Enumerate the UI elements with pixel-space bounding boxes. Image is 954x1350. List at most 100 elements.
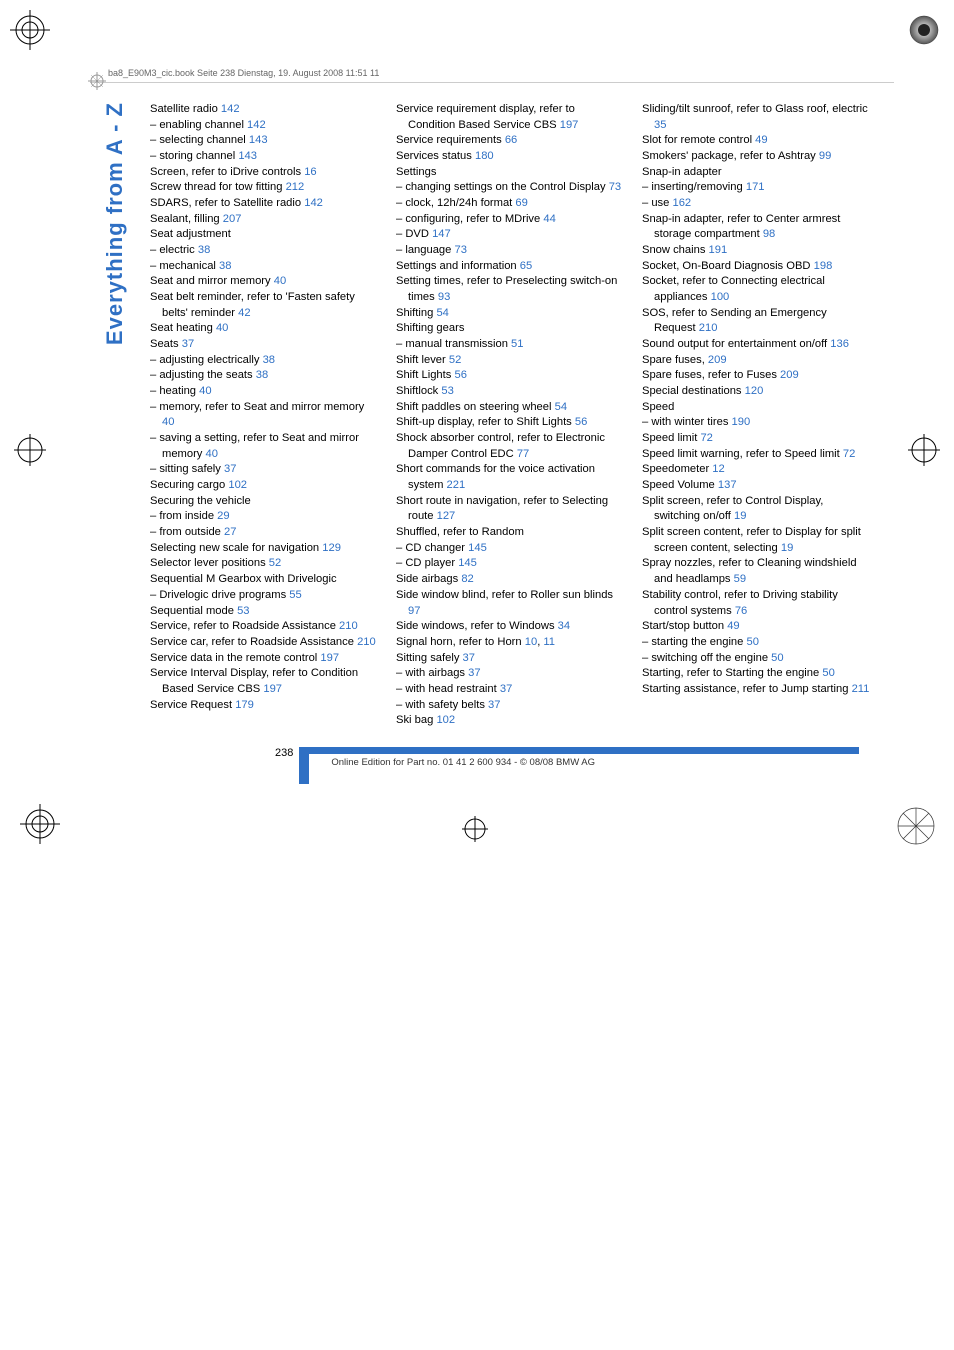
page-link[interactable]: 143 [238,150,257,162]
page-link[interactable]: 102 [228,479,247,491]
page-link[interactable]: 37 [500,683,512,695]
page-link[interactable]: 40 [199,385,211,397]
page-link[interactable]: 52 [449,354,461,366]
page-link[interactable]: 180 [475,150,494,162]
page-link[interactable]: 38 [256,369,268,381]
page-link[interactable]: 162 [672,197,691,209]
page-link[interactable]: 37 [468,667,480,679]
page-link[interactable]: 197 [263,683,282,695]
page-link[interactable]: 37 [182,338,194,350]
page-link[interactable]: 210 [339,620,358,632]
page-link[interactable]: 207 [223,213,242,225]
page-link[interactable]: 49 [755,134,767,146]
page-link[interactable]: 190 [732,416,751,428]
page-link[interactable]: 19 [781,542,793,554]
page-link[interactable]: 73 [609,181,621,193]
page-link[interactable]: 142 [304,197,323,209]
page-link[interactable]: 145 [458,557,477,569]
page-link[interactable]: 27 [224,526,236,538]
index-entry-text: Sealant, filling [150,213,223,225]
page-link[interactable]: 129 [322,542,341,554]
page-link[interactable]: 93 [438,291,450,303]
page-link[interactable]: 55 [289,589,301,601]
page-link[interactable]: 210 [357,636,376,648]
page-link[interactable]: 51 [511,338,523,350]
page-link[interactable]: 198 [814,260,833,272]
page-link[interactable]: 35 [654,119,666,131]
page-link[interactable]: 56 [575,416,587,428]
page-link[interactable]: 77 [517,448,529,460]
page-link[interactable]: 37 [463,652,475,664]
index-entry: – with airbags 37 [396,666,624,682]
page-link[interactable]: 171 [746,181,765,193]
page-link[interactable]: 19 [734,510,746,522]
page-link[interactable]: 56 [454,369,466,381]
page-link[interactable]: 49 [727,620,739,632]
page-link[interactable]: 42 [238,307,250,319]
page-link[interactable]: 50 [771,652,783,664]
page-link[interactable]: 76 [735,605,747,617]
page-link[interactable]: 37 [224,463,236,475]
page-link[interactable]: 37 [488,699,500,711]
page-link[interactable]: 97 [408,605,420,617]
page-link[interactable]: 210 [699,322,718,334]
page-link[interactable]: 179 [235,699,254,711]
page-link[interactable]: 66 [505,134,517,146]
page-link[interactable]: 98 [763,228,775,240]
page-link[interactable]: 120 [745,385,764,397]
page-link[interactable]: 59 [734,573,746,585]
page-link[interactable]: 221 [447,479,466,491]
page-link[interactable]: 102 [436,714,455,726]
page-link[interactable]: 137 [718,479,737,491]
page-link[interactable]: 34 [558,620,570,632]
page-link[interactable]: 209 [780,369,799,381]
page-link[interactable]: 16 [304,166,316,178]
index-entry: – changing settings on the Control Displ… [396,180,624,196]
index-entry-text: Service data in the remote control [150,652,320,664]
page-link[interactable]: 72 [843,448,855,460]
page-link[interactable]: 136 [830,338,849,350]
page-link[interactable]: 40 [274,275,286,287]
page-link[interactable]: 143 [249,134,268,146]
index-entry: Side window blind, refer to Roller sun b… [396,588,624,619]
page-link[interactable]: 40 [216,322,228,334]
page-link[interactable]: 12 [712,463,724,475]
page-link[interactable]: 50 [822,667,834,679]
page-link[interactable]: 54 [436,307,448,319]
page-link[interactable]: 38 [219,260,231,272]
page-link[interactable]: 145 [468,542,487,554]
page-link[interactable]: 197 [320,652,339,664]
page-link[interactable]: 212 [286,181,305,193]
page-link[interactable]: 54 [555,401,567,413]
page-link[interactable]: 100 [711,291,730,303]
page-link[interactable]: 82 [461,573,473,585]
page-link[interactable]: 38 [198,244,210,256]
page-link[interactable]: 40 [206,448,218,460]
page-link[interactable]: 53 [237,605,249,617]
page-link[interactable]: 69 [515,197,527,209]
page-link[interactable]: 127 [437,510,456,522]
page-link[interactable]: 29 [217,510,229,522]
page-link[interactable]: 65 [520,260,532,272]
page-link[interactable]: 147 [432,228,451,240]
index-entry-text: – configuring, refer to MDrive [396,213,543,225]
index-entry-text: Sliding/tilt sunroof, refer to Glass roo… [642,103,868,115]
page-link[interactable]: 211 [852,683,870,695]
page-link[interactable]: 44 [543,213,555,225]
page-link[interactable]: 53 [441,385,453,397]
page-link[interactable]: 197 [560,119,579,131]
page-link[interactable]: 142 [247,119,266,131]
page-link[interactable]: 142 [221,103,240,115]
index-entry-text: – memory, refer to Seat and mirror memor… [150,401,364,413]
page-link[interactable]: 209 [708,354,727,366]
page-link[interactable]: 10 [525,636,537,648]
page-link[interactable]: 38 [263,354,275,366]
page-link[interactable]: 73 [454,244,466,256]
page-link[interactable]: 52 [269,557,281,569]
page-link[interactable]: 99 [819,150,831,162]
page-link[interactable]: 191 [709,244,728,256]
page-link[interactable]: 50 [747,636,759,648]
page-link[interactable]: 72 [700,432,712,444]
page-link[interactable]: 11 [543,636,555,648]
page-link[interactable]: 40 [162,416,174,428]
